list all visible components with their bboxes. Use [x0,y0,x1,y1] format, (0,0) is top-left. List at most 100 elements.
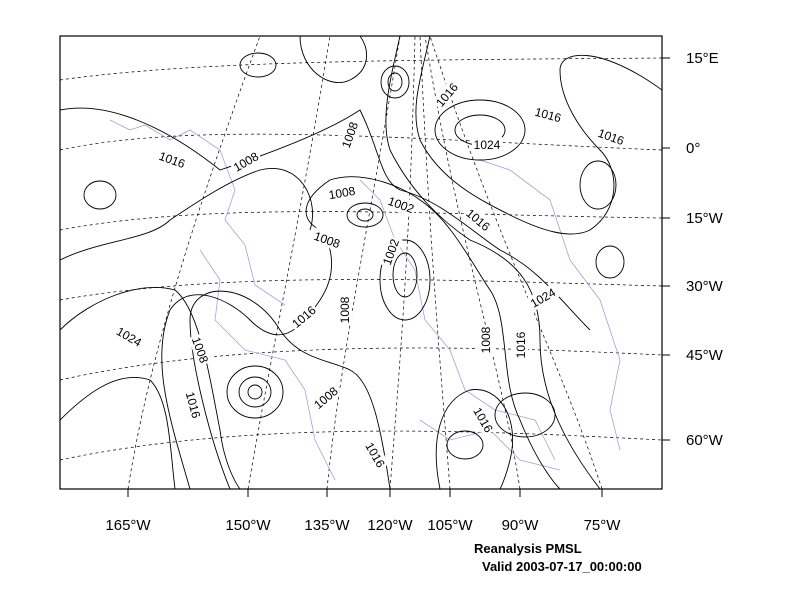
contour-line [189,290,391,489]
y-tick-label: 30°W [686,278,724,295]
coastline [359,179,556,461]
contour-label: 1008 [328,184,357,202]
coastline [479,159,621,451]
graticule-line [60,347,662,381]
contour-line [356,208,374,222]
contour-label: 1002 [380,237,402,267]
caption-valid: Valid 2003-07-17_00:00:00 [482,559,642,574]
y-tick-label: 0° [686,140,700,157]
contour-label-bg [337,118,362,152]
coastline [199,249,336,481]
contour-label-bg [384,192,418,217]
graticule-line [127,36,261,489]
contour-line [415,36,662,235]
contour-label-box: 1008 [478,325,493,355]
contour-line [247,384,263,400]
y-tick-label: 60°W [686,432,724,449]
y-tick-label: 15°E [686,50,719,67]
contour-label-box: 1024 [526,283,560,312]
map-frame [59,35,663,490]
contour-label-group: 1016 1016 1016 1024 1008 1008 1016 1008 1002 1016… [112,78,628,472]
contour-label-bg [361,438,390,472]
contour-label-box: 1016 [513,330,528,360]
y-tick-label: 45°W [686,347,724,364]
contour-label-box: 1016 [594,124,628,149]
contour-line [494,392,556,438]
contour-label-bg [594,124,628,149]
contour-line [435,389,514,489]
contour-line [595,245,625,279]
contour-line [387,72,403,92]
contour-label-box: 1016 [361,438,390,472]
contour-line [83,180,117,210]
contour-line [60,376,176,489]
contour-label-bg [325,182,358,203]
contour-label: 1016 [596,126,626,148]
x-tick-label: 165°W [105,517,151,534]
contour-line [299,36,367,83]
x-tick-label: 120°W [367,517,413,534]
contour-label-bg [310,227,344,252]
contour-label-bg [469,403,498,437]
graticule-line [60,211,662,231]
contour-line [226,365,284,419]
axis-label-group: 165°W 150°W 135°W 120°W 105°W 90°W 75°W 15°E 0° 1… [105,50,723,534]
coastlines [109,119,621,481]
contour-label-bg [112,322,146,351]
contour-label-bg [478,325,493,355]
contour-label-bg [155,147,189,172]
contour-label-bg [287,301,320,333]
map-body [60,36,662,489]
contour-line [238,376,272,408]
contour-label: 1002 [386,194,416,216]
contour-label-bg [182,388,205,422]
y-tick-label: 15°W [686,210,724,227]
contour-label: 1008 [312,229,342,251]
contour-label-bg [462,204,495,236]
contour-label-box: 1016 [469,403,498,437]
contour-label: 1016 [183,390,204,420]
graticule-line [424,36,521,489]
contour-label-box: 1016 [462,204,495,236]
contour-label-box: 1016 [431,78,463,111]
contour-label-box: 1008 [309,382,342,414]
graticule-line [60,430,662,461]
contour-label-box: 1016 [155,147,189,172]
contour-label-box: 1024 [472,137,502,152]
graticule-line [60,133,662,151]
contour-line [434,99,526,161]
caption-title: Reanalysis PMSL [474,541,582,556]
contour-line [161,176,561,489]
contour-line [60,107,591,331]
x-tick-label: 150°W [225,517,271,534]
contour-label-box: 1002 [384,192,418,217]
contour-label-bg [526,283,560,312]
contour-label: 1008 [338,296,352,323]
contour-label-box: 1002 [378,235,403,269]
graticule-line [247,36,331,489]
contour-label: 1016 [533,105,563,126]
contour-label-bg [309,382,342,414]
contour-line [239,52,277,78]
contour-line [446,430,484,460]
contour-label-bg [229,147,263,176]
contour-label-box: 1008 [337,295,352,325]
x-tick-label: 90°W [502,517,540,534]
graticule [60,36,662,489]
contour-label-bg [378,235,403,269]
contour-line [346,202,384,228]
graticule-line [60,279,662,301]
contour-label-box: 1024 [112,322,146,351]
graticule-line [429,36,603,489]
contour-line [60,286,241,489]
x-tick-label: 105°W [427,517,473,534]
graticule-line [419,36,451,489]
contour-label: 1016 [514,331,528,358]
contour-line [380,65,410,99]
contour-label-bg [431,78,463,111]
contour-line [392,252,418,298]
contour-label-bg [337,295,352,325]
contour-label-bg [188,333,213,367]
contour-label-bg [472,137,502,152]
contours [60,36,662,489]
